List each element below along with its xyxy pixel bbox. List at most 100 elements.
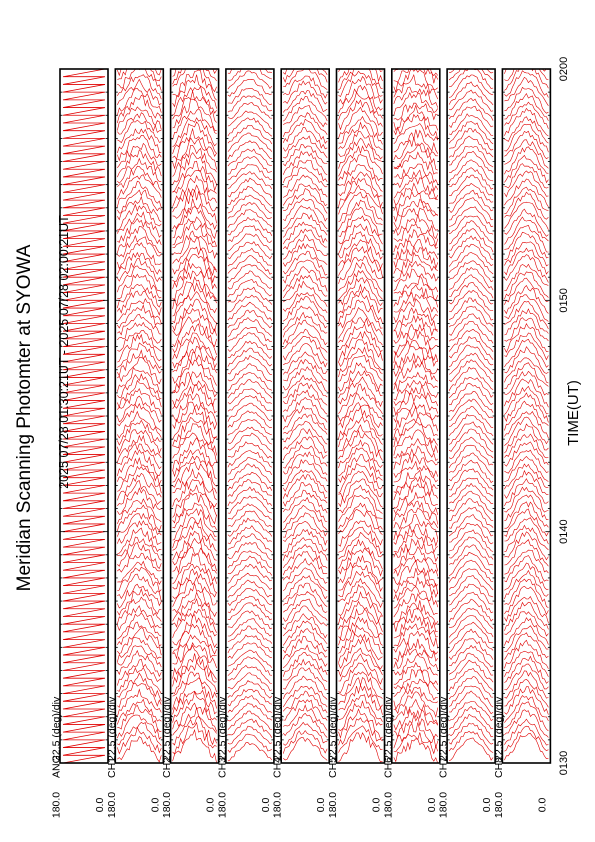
scan-trace [449,690,494,715]
scale-label: 22.5 (deg)/div [493,696,505,761]
scan-trace [393,686,438,711]
scan-trace [282,351,328,375]
y-tick-label: 180.0 [161,792,173,818]
scan-trace [393,460,439,483]
scan-trace [338,647,383,678]
scan-trace [393,144,438,171]
scan-trace [227,656,272,676]
scan-trace [504,300,549,330]
scan-trace [282,436,328,461]
scan-trace [504,596,549,624]
scan-trace [448,713,494,738]
scan-trace [504,69,549,81]
scan-trace [448,159,494,183]
scan-trace [504,284,549,315]
scan-trace [117,142,162,168]
scan-trace [117,242,162,270]
channel-label: CH4 [272,757,284,778]
scan-trace [393,438,439,462]
scale-label: 22.5 (deg)/div [382,696,394,761]
scan-trace [227,70,273,90]
scan-trace [227,95,273,113]
scan-trace [172,644,217,680]
scan-trace [448,69,494,81]
scan-trace [338,145,383,177]
scan-trace [448,105,494,129]
scale-label: 22.5 (deg)/div [438,696,450,761]
scan-trace [504,362,549,389]
scan-trace [448,621,494,645]
scan-trace [504,231,549,260]
scan-trace [282,685,328,708]
scan-trace [393,507,439,530]
scan-trace [117,552,162,573]
scan-trace [227,450,273,468]
scan-trace [282,212,328,238]
scan-trace [448,685,494,708]
scan-trace [283,174,328,198]
scan-trace [282,567,328,592]
scan-trace [504,392,549,423]
scan-trace [227,379,273,399]
scale-label: 22.5 (deg)/div [161,696,173,761]
scan-trace [227,355,272,375]
scan-trace [117,410,162,439]
scan-trace [393,384,439,407]
scan-trace [172,563,217,594]
scan-trace [504,70,549,98]
scan-trace [338,317,383,346]
scan-trace [227,595,273,615]
scan-trace [283,96,328,122]
scan-trace [448,490,494,515]
scan-trace [338,223,383,255]
scan-trace [338,570,383,599]
scan-trace [227,202,273,220]
trace-group [62,69,106,763]
scan-trace [504,463,549,490]
scan-trace [338,376,383,408]
scan-trace [172,728,217,763]
scan-trace [504,733,549,761]
scan-trace [338,708,383,740]
scan-trace [117,465,162,494]
scan-trace [227,618,273,637]
scan-trace [393,513,439,541]
scan-trace [338,478,383,508]
scan-trace [504,170,549,198]
scan-trace [282,274,328,299]
scan-trace [172,614,217,649]
y-tick-label: 180.0 [272,792,284,818]
scan-trace [338,69,383,83]
scan-trace [117,321,162,344]
y-tick-label: 0.0 [149,798,161,813]
scan-trace [117,487,162,515]
scan-trace [227,642,272,659]
scan-trace [227,479,272,497]
scan-trace [227,555,273,576]
scan-trace [117,283,162,309]
scan-trace [172,69,217,93]
scan-trace [282,159,328,184]
chart-title: Meridian Scanning Photomter at SYOWA [14,244,35,591]
scan-trace [338,591,383,625]
scan-trace [504,508,549,537]
scan-trace [448,667,494,692]
scan-trace [117,736,162,763]
scan-trace [449,506,494,529]
scan-trace [504,539,549,567]
scan-trace [172,634,217,660]
scan-trace [117,304,162,329]
scan-trace [227,340,273,359]
scan-trace [504,531,549,561]
scan-trace [393,483,438,509]
scan-trace [448,544,494,566]
scan-trace [172,345,217,374]
scan-trace [227,672,272,691]
scan-trace [393,491,439,515]
scan-trace [338,520,383,547]
scan-trace [117,373,162,399]
scan-trace [172,661,217,695]
scan-trace [504,163,549,189]
scan-trace [172,127,217,161]
scan-trace [504,725,549,752]
